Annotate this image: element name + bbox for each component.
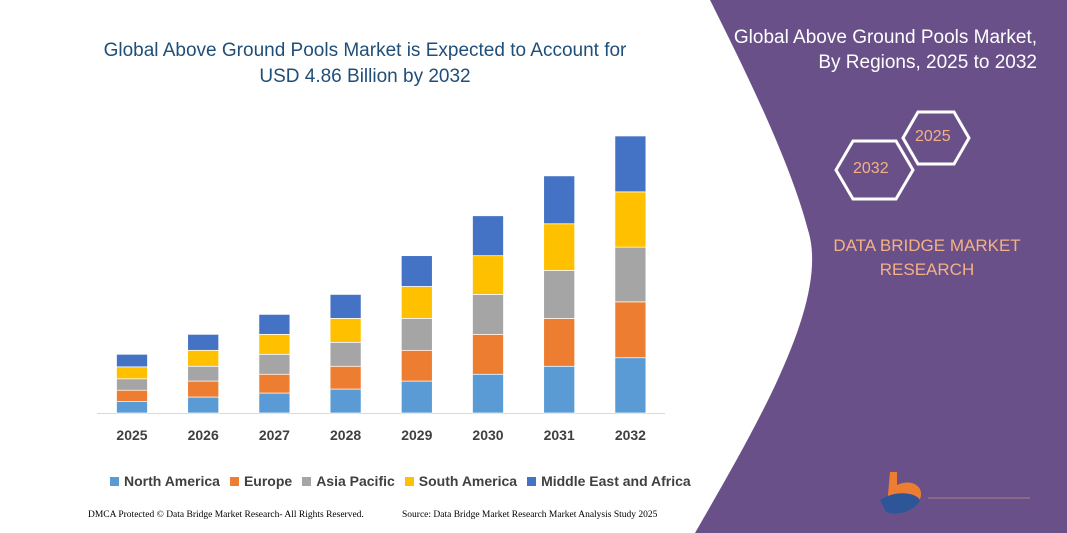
bar-segment-2030-south-america — [472, 255, 504, 295]
legend-item: Europe — [229, 473, 293, 489]
bar-segment-2028-europe — [329, 365, 362, 390]
bar-segment-2025-middle-east-and-africa — [116, 353, 148, 368]
legend-label: Europe — [243, 473, 293, 489]
bar-segment-2027-south-america — [258, 333, 291, 355]
bar-segment-2025-south-america — [116, 366, 148, 380]
bar-segment-2030-north-america — [472, 373, 504, 414]
chart-title: Global Above Ground Pools Market is Expe… — [103, 40, 627, 87]
x-tick-label: 2031 — [544, 427, 575, 443]
legend-swatch — [110, 476, 119, 486]
bar-segment-2025-north-america — [116, 401, 148, 414]
brand-line1: DATA BRIDGE MARKET — [833, 236, 1021, 255]
bar-segment-2031-south-america — [543, 223, 576, 271]
bar-segment-2031-europe — [543, 318, 576, 367]
bar-segment-2027-middle-east-and-africa — [258, 314, 291, 335]
bar-segment-2027-asia-pacific — [258, 353, 291, 375]
x-tick-label: 2027 — [259, 427, 290, 443]
bar-segment-2032-europe — [614, 301, 647, 359]
x-tick-label: 2030 — [472, 427, 503, 443]
bar-segment-2029-middle-east-and-africa — [400, 255, 433, 287]
legend-swatch — [302, 476, 312, 486]
x-tick-label: 2028 — [330, 427, 361, 443]
legend-item: Middle East and Africa — [527, 473, 691, 489]
bar-segment-2031-middle-east-and-africa — [543, 175, 576, 225]
bar-segment-2026-north-america — [187, 396, 220, 414]
hex-label-2032: 2032 — [853, 160, 889, 177]
bar-segment-2025-europe — [116, 389, 148, 402]
x-tick-label: 2029 — [401, 427, 432, 443]
bar-segment-2032-south-america — [614, 191, 647, 248]
legend: North America Europe Asia Pacific South Ame… — [110, 473, 691, 489]
legend-item: Asia Pacific — [302, 473, 395, 489]
bar-segment-2032-asia-pacific — [614, 246, 647, 303]
bar-segment-2029-asia-pacific — [400, 318, 433, 351]
stacked-bar-chart: 2025 2026 2027 2028 2029 2030 2031 2032 — [97, 135, 665, 443]
footer-copyright: DMCA Protected © Data Bridge Market Rese… — [88, 510, 364, 520]
bar-segment-2028-asia-pacific — [329, 341, 362, 367]
legend-item: South America — [404, 473, 518, 489]
bar-segment-2031-north-america — [543, 365, 576, 414]
brand-name: DATA BRIDGE MARKET RESEARCH — [812, 234, 1042, 282]
legend-item: North America — [110, 473, 220, 489]
bar-segment-2030-middle-east-and-africa — [472, 215, 504, 257]
x-tick-label: 2032 — [615, 427, 646, 443]
footer-source: Source: Data Bridge Market Research Mark… — [402, 510, 658, 520]
bar-segment-2028-south-america — [329, 318, 362, 343]
x-tick-label: 2026 — [188, 427, 219, 443]
bar-segment-2030-europe — [472, 333, 504, 375]
bar-segment-2027-europe — [258, 373, 291, 394]
legend-swatch — [404, 476, 414, 486]
bar-segment-2028-north-america — [329, 388, 362, 414]
bar-segment-2026-asia-pacific — [187, 365, 220, 382]
legend-swatch — [527, 476, 537, 486]
panel-title-line1: Global Above Ground Pools Market, — [733, 27, 1037, 48]
bar-segment-2031-asia-pacific — [543, 270, 576, 319]
panel-title-line2: By Regions, 2025 to 2032 — [818, 52, 1037, 73]
bar-segment-2028-middle-east-and-africa — [329, 294, 362, 319]
bar-segment-2032-middle-east-and-africa — [614, 135, 647, 193]
bar-segment-2029-europe — [400, 349, 433, 382]
panel-title: Global Above Ground Pools Market, By Reg… — [734, 25, 1037, 75]
bar-segment-2026-middle-east-and-africa — [187, 333, 220, 351]
bar-segment-2026-europe — [187, 380, 220, 398]
legend-label: Asia Pacific — [316, 473, 395, 489]
bar-segment-2029-north-america — [400, 380, 433, 414]
bar-segment-2029-south-america — [400, 286, 433, 319]
bar-segment-2032-north-america — [614, 357, 647, 414]
legend-label: North America — [124, 473, 220, 489]
x-tick-label: 2025 — [116, 427, 147, 443]
bar-segment-2030-asia-pacific — [472, 294, 504, 335]
logo-icon — [880, 472, 1030, 514]
legend-label: South America — [418, 473, 518, 489]
bar-segment-2027-north-america — [258, 392, 291, 414]
legend-swatch — [229, 476, 239, 486]
brand-line2: RESEARCH — [879, 260, 975, 279]
hex-label-2025: 2025 — [915, 128, 951, 145]
bar-segment-2026-south-america — [187, 349, 220, 367]
bar-segment-2025-asia-pacific — [116, 378, 148, 391]
legend-label: Middle East and Africa — [541, 473, 691, 489]
